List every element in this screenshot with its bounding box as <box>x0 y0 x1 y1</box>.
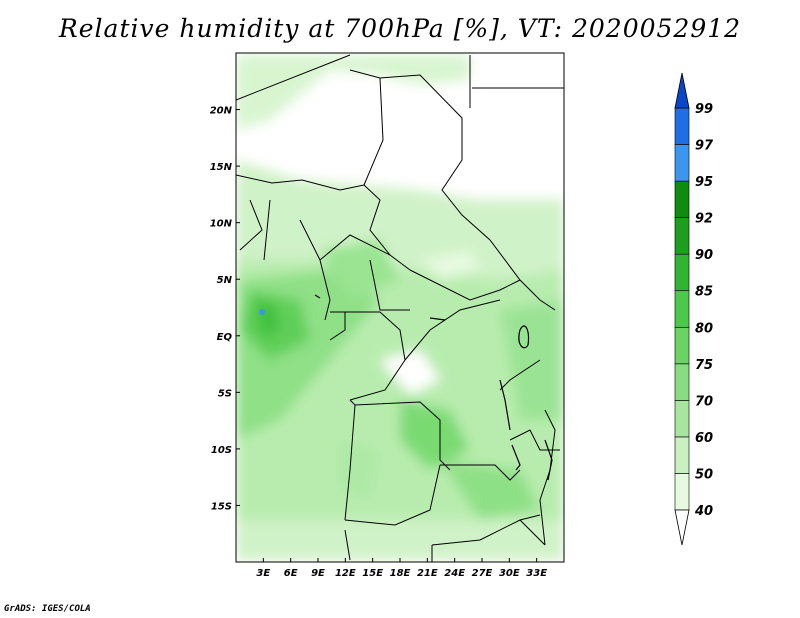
lon-tick-label: 6E <box>284 568 298 579</box>
lat-tick-label: 15N <box>210 162 233 173</box>
colorbar-segment <box>674 107 690 145</box>
lat-tick-label: EQ <box>217 332 233 343</box>
colorbar-label: 40 <box>694 504 713 519</box>
colorbar-max-arrow <box>674 72 690 109</box>
colorbar-segment <box>674 180 690 218</box>
colorbar-segment <box>674 400 690 438</box>
colorbar-segment <box>674 436 690 474</box>
colorbar-segment <box>674 217 690 255</box>
colorbar-label: 92 <box>695 212 713 227</box>
lon-tick-label: 18E <box>390 568 411 579</box>
lon-tick-label: 9E <box>311 568 325 579</box>
lon-ticks: 3E 6E 9E 12E 15E 18E 21E 24E 27E 30E 33E <box>256 558 547 579</box>
colorbar-segment <box>674 326 690 365</box>
lon-tick-label: 12E <box>335 568 356 579</box>
lat-tick-label: 15S <box>211 501 232 512</box>
credit-text: GrADS: IGES/COLA <box>4 604 91 614</box>
colorbar-min-arrow <box>674 509 690 546</box>
colorbar-label: 50 <box>695 467 713 482</box>
lon-tick-label: 24E <box>444 568 465 579</box>
colorbar-label: 60 <box>695 431 713 446</box>
colorbar-segment <box>674 253 690 292</box>
colorbar-label: 90 <box>695 248 713 263</box>
lon-tick-label: 33E <box>526 568 547 579</box>
humidity-field <box>236 53 564 562</box>
colorbar-label: 80 <box>695 321 713 336</box>
lon-tick-label: 30E <box>499 568 520 579</box>
colorbar-label: 70 <box>695 394 713 409</box>
lon-tick-label: 27E <box>472 568 493 579</box>
colorbar: 40 50 60 70 75 80 85 90 92 95 97 99 <box>674 72 714 546</box>
colorbar-segment <box>674 473 690 511</box>
colorbar-label: 97 <box>695 139 714 154</box>
colorbar-label: 99 <box>695 102 713 117</box>
lat-tick-label: 10S <box>211 445 232 456</box>
lat-ticks: 20N 15N 10N 5N EQ 5S 10S 15S <box>210 106 240 512</box>
lakes <box>314 294 553 481</box>
colorbar-label: 95 <box>695 175 713 190</box>
country-borders <box>236 54 564 562</box>
colorbar-label: 75 <box>695 358 713 373</box>
lat-tick-label: 5N <box>217 275 233 286</box>
lat-tick-label: 20N <box>210 106 233 117</box>
lon-tick-label: 3E <box>256 568 270 579</box>
colorbar-segment <box>674 290 690 328</box>
lon-tick-label: 21E <box>417 568 438 579</box>
lon-tick-label: 15E <box>362 568 383 579</box>
lat-tick-label: 5S <box>218 388 232 399</box>
colorbar-segment <box>674 144 690 182</box>
colorbar-label: 85 <box>695 285 713 300</box>
lat-tick-label: 10N <box>210 219 233 230</box>
map-title: Relative humidity at 700hPa [%], VT: 202… <box>58 14 742 43</box>
colorbar-segment <box>674 363 690 401</box>
